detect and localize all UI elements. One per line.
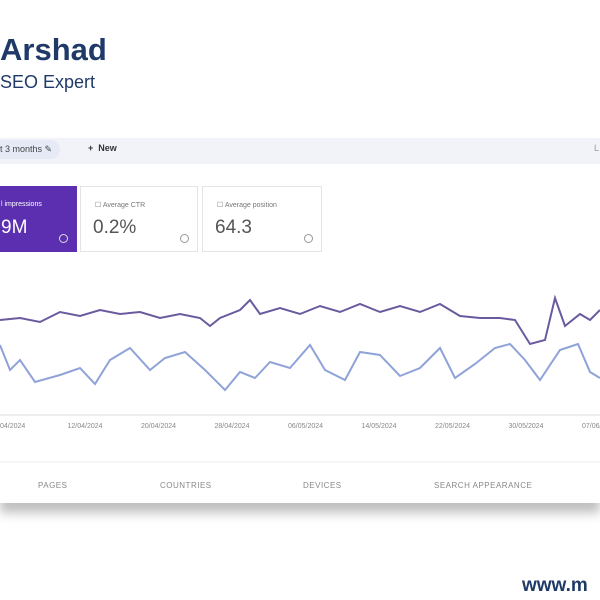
logo-subtitle: SEO Expert xyxy=(0,72,96,92)
toolbar-edge: L xyxy=(594,143,600,153)
metric-value: 9M xyxy=(1,217,28,238)
tab[interactable]: COUNTRIES xyxy=(160,481,212,490)
metric-card[interactable]: ☐ Average CTR 0.2% xyxy=(80,186,198,252)
x-axis-label: 22/05/2024 xyxy=(435,423,471,430)
metric-value: 0.2% xyxy=(93,217,137,238)
metric-card[interactable]: ☐ Average position 64.3 xyxy=(202,186,322,252)
metric-label: ☐ Average CTR xyxy=(95,202,146,209)
position-line xyxy=(0,342,600,392)
tab[interactable]: DEVICES xyxy=(303,481,342,490)
metric-label-text: Average position xyxy=(224,202,277,209)
metric-value: 64.3 xyxy=(215,217,252,238)
new-filter[interactable]: + New xyxy=(88,143,117,153)
logo-name: Arshad xyxy=(0,32,107,67)
date-filter[interactable]: t 3 months ✎ xyxy=(0,140,61,159)
help-icon xyxy=(59,234,68,243)
x-axis-label: 28/04/2024 xyxy=(214,423,250,430)
date-filter-text: t 3 months xyxy=(0,144,43,154)
x-axis-label: 04/2024 xyxy=(0,423,26,430)
help-icon xyxy=(304,234,313,243)
x-axis-label: 20/04/2024 xyxy=(141,423,177,430)
impressions-line xyxy=(0,294,600,346)
x-axis-label: 12/04/2024 xyxy=(67,423,103,430)
help-icon xyxy=(180,234,189,243)
x-axis-label: 07/06/2 xyxy=(582,423,600,430)
x-axis-label: 14/05/2024 xyxy=(361,423,397,430)
metric-card[interactable]: l impressions 9M xyxy=(0,186,77,252)
filter-bar xyxy=(0,138,600,164)
new-text: New xyxy=(98,143,117,153)
tab[interactable]: SEARCH APPEARANCE xyxy=(434,481,533,490)
tab[interactable]: PAGES xyxy=(38,481,68,490)
metric-label: l impressions xyxy=(1,201,42,208)
metric-label-text: Average CTR xyxy=(102,202,146,209)
metric-label: ☐ Average position xyxy=(217,202,277,209)
x-axis-label: 30/05/2024 xyxy=(508,423,544,430)
footer-url: www.m xyxy=(522,575,588,596)
x-axis-label: 06/05/2024 xyxy=(288,423,324,430)
